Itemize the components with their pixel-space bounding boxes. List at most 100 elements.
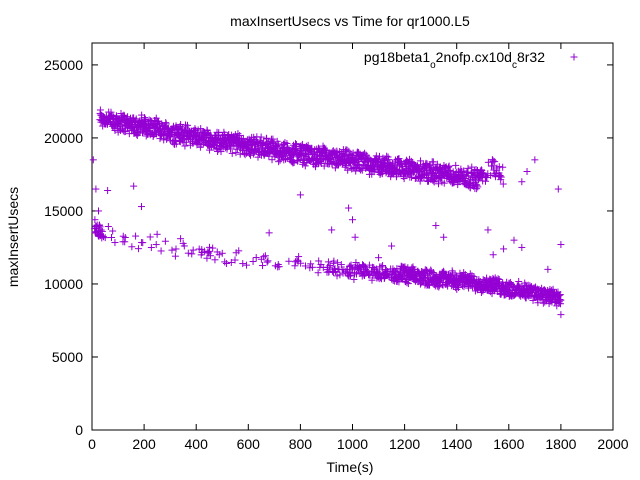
data-point <box>231 256 239 264</box>
data-point <box>235 247 243 255</box>
data-point-outlier <box>328 226 336 234</box>
data-point <box>526 282 534 290</box>
data-point <box>222 260 230 268</box>
data-point <box>108 111 116 119</box>
data-point <box>128 243 136 251</box>
data-point-outlier <box>544 265 552 273</box>
data-point <box>121 238 129 246</box>
data-point-outlier <box>296 191 304 199</box>
data-point <box>557 296 565 304</box>
legend: pg18beta1o2nofp.cx10dc8r32 <box>364 49 578 71</box>
data-point <box>280 156 288 164</box>
data-point <box>353 270 361 278</box>
data-point-outlier <box>557 241 565 249</box>
data-point <box>160 136 168 144</box>
y-tick-label: 25000 <box>44 57 83 73</box>
data-point-outlier <box>218 249 226 257</box>
data-point <box>247 151 255 159</box>
x-tick-label: 0 <box>88 436 96 452</box>
x-axis-label: Time(s) <box>327 459 374 475</box>
data-point-outlier <box>531 156 539 164</box>
data-point <box>482 177 490 185</box>
data-point <box>204 248 212 256</box>
y-axis: 0 5000 10000 15000 20000 25000 <box>44 57 613 438</box>
x-tick-label: 400 <box>185 436 209 452</box>
data-point <box>152 241 160 249</box>
data-point <box>350 275 358 283</box>
data-point <box>494 275 502 283</box>
data-point <box>210 140 218 148</box>
data-point <box>263 134 271 142</box>
data-point <box>308 263 316 271</box>
x-axis: 0 200 400 600 800 1000 1200 1400 1600 1800 2000 <box>88 43 629 452</box>
data-points <box>89 106 565 319</box>
chart-title: maxInsertUsecs vs Time for qr1000.L5 <box>230 13 470 29</box>
data-point <box>362 151 370 159</box>
data-point <box>132 115 140 123</box>
data-point <box>181 142 189 150</box>
data-point <box>365 271 373 279</box>
data-point-outlier <box>89 156 97 164</box>
data-point-outlier <box>95 207 103 215</box>
data-point <box>91 216 99 224</box>
data-point <box>495 163 503 171</box>
data-point <box>435 283 443 291</box>
data-point <box>295 253 303 261</box>
data-point <box>206 252 214 260</box>
data-point-outlier <box>92 185 100 193</box>
data-point <box>109 227 117 235</box>
data-point <box>188 250 196 258</box>
data-point-outlier <box>500 245 508 253</box>
data-point <box>184 249 192 257</box>
data-point <box>261 252 269 260</box>
data-point <box>330 257 338 265</box>
data-point <box>98 227 106 235</box>
x-tick-label: 600 <box>237 436 261 452</box>
data-point <box>452 161 460 169</box>
data-point <box>529 296 537 304</box>
data-point <box>556 291 564 299</box>
data-point <box>236 131 244 139</box>
data-point <box>292 140 300 148</box>
data-point-outlier <box>388 242 396 250</box>
data-point <box>474 183 482 191</box>
y-tick-label: 5000 <box>52 349 83 365</box>
data-point <box>180 242 188 250</box>
data-point <box>121 234 129 242</box>
data-point <box>379 262 387 270</box>
data-point <box>483 173 491 181</box>
data-point <box>440 179 448 187</box>
data-point <box>375 152 383 160</box>
data-point <box>393 265 401 273</box>
data-point <box>132 232 140 240</box>
data-point <box>172 245 180 253</box>
data-point <box>336 271 344 279</box>
data-point <box>541 298 549 306</box>
data-point-outlier <box>130 182 138 190</box>
data-point-outlier <box>137 203 145 211</box>
data-point <box>333 272 341 280</box>
data-point <box>301 162 309 170</box>
data-point <box>411 174 419 182</box>
data-point-outlier <box>557 311 565 319</box>
data-point <box>324 258 332 266</box>
data-point <box>232 149 240 157</box>
data-point <box>269 135 277 143</box>
plot-area-frame <box>91 42 614 431</box>
data-point <box>161 237 169 245</box>
data-point-outlier <box>518 178 526 186</box>
data-point <box>260 253 268 261</box>
data-point-outlier <box>518 243 526 251</box>
data-point <box>499 163 507 171</box>
data-point <box>499 180 507 188</box>
data-point-outlier <box>484 226 492 234</box>
data-point <box>445 163 453 171</box>
data-point <box>449 275 457 283</box>
data-point <box>275 263 283 271</box>
data-point-outlier <box>489 251 497 259</box>
data-point <box>228 149 236 157</box>
data-point-outlier <box>375 254 383 262</box>
data-point <box>347 261 355 269</box>
data-point <box>487 172 495 180</box>
data-point <box>326 263 334 271</box>
